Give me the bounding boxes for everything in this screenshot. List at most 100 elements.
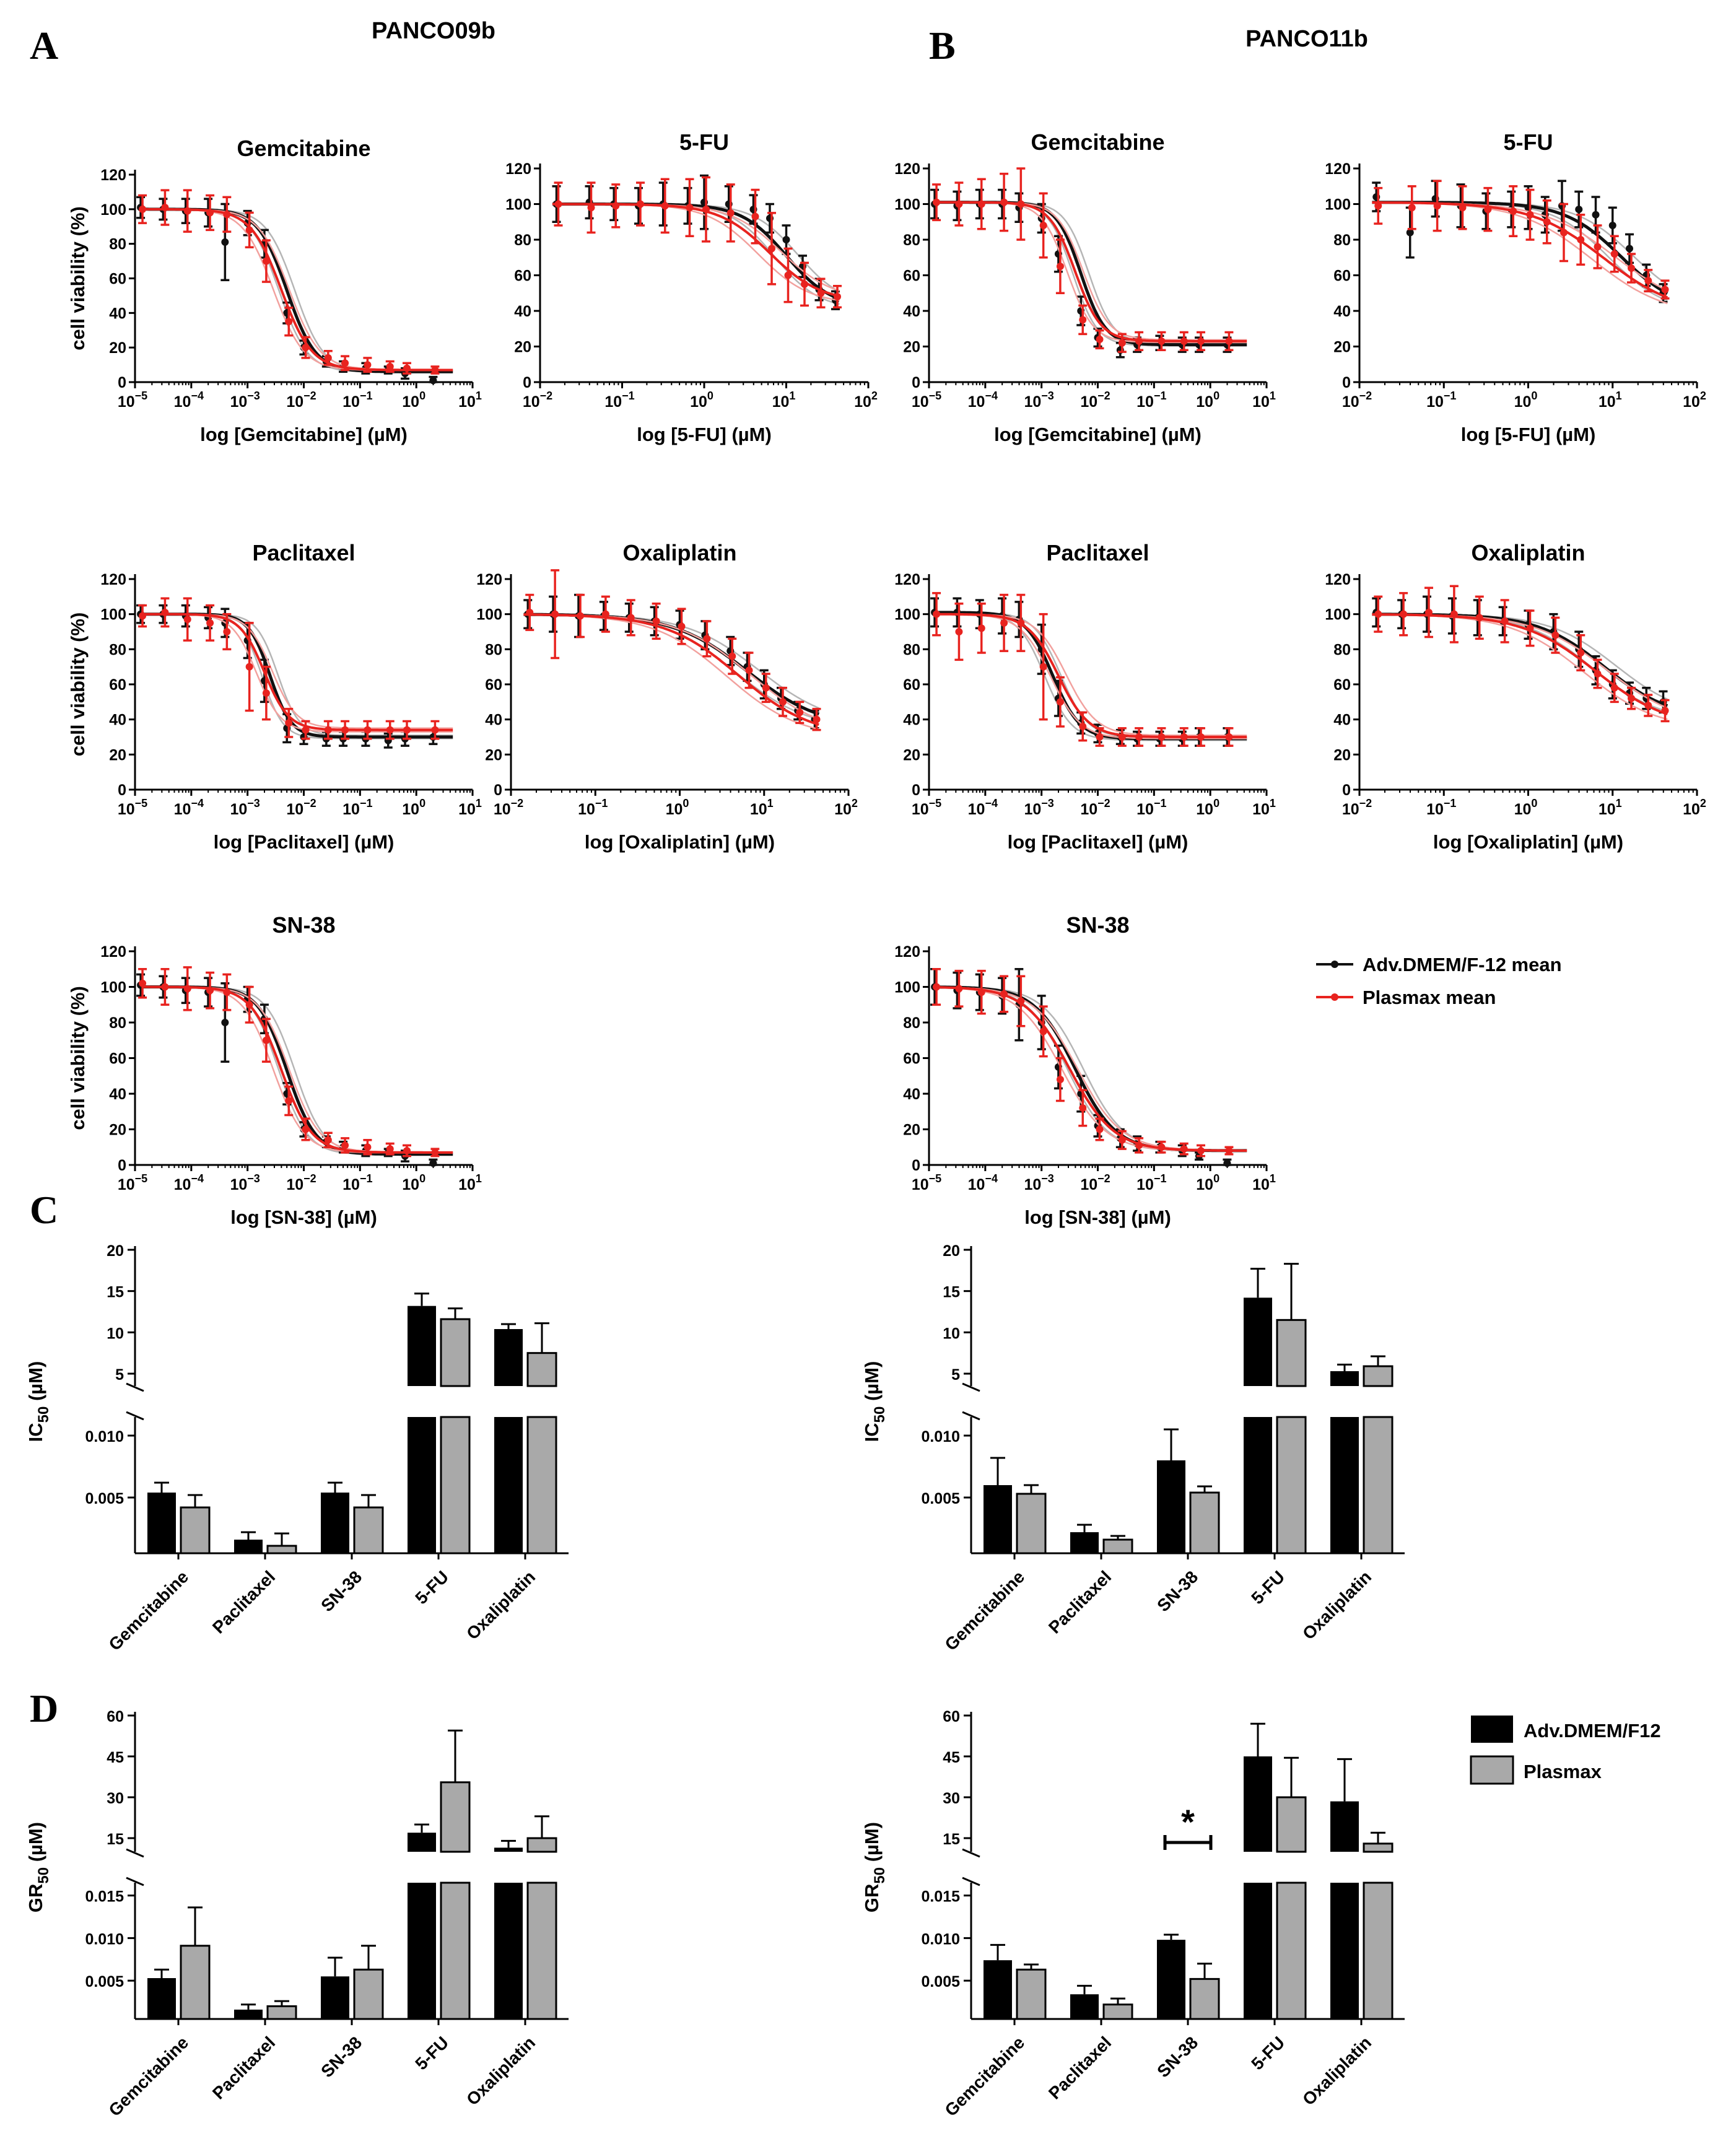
data-point [1610, 250, 1618, 258]
x-tick-exponent: 0 [1531, 390, 1537, 402]
data-point [1223, 1159, 1231, 1167]
fitted-curve [143, 613, 453, 731]
y-tick-label: 100 [894, 606, 920, 624]
x-tick-label: 101 [1252, 1172, 1276, 1193]
x-tick-label: 10−3 [1024, 1172, 1053, 1193]
y-tick-label: 40 [1333, 712, 1351, 729]
x-tick-exponent: −2 [511, 797, 524, 809]
x-tick-exponent: 0 [419, 1172, 425, 1185]
data-point [139, 612, 147, 620]
x-tick-label: 101 [458, 797, 482, 818]
data-point [1135, 733, 1143, 741]
x-tick-exponent: 1 [789, 390, 795, 402]
bar [984, 1960, 1012, 2019]
x-axis-label: log [SN-38] (µM) [230, 1206, 377, 1228]
axis-break-mark [126, 1382, 144, 1392]
y-tick-label: 0 [118, 374, 126, 391]
x-tick-label: 10−1 [342, 797, 372, 818]
bar-lower [1244, 1883, 1272, 2019]
data-point [1017, 619, 1025, 627]
curve-legend-red-marker [1331, 993, 1338, 1001]
data-point [587, 204, 595, 212]
x-tick-exponent: −4 [985, 797, 998, 809]
bar [147, 1978, 176, 2019]
bar-lower [1330, 1417, 1359, 1553]
x-axis-label: log [Gemcitabine] (µM) [994, 424, 1202, 445]
data-point [431, 1148, 439, 1156]
bar-upper [1330, 1801, 1359, 1852]
series-plasmax [1372, 585, 1670, 723]
y-tick-label: 20 [903, 746, 920, 764]
bar-lower [408, 1417, 436, 1553]
y-tick-label: 20 [109, 339, 126, 357]
data-point [1425, 608, 1433, 616]
data-point [324, 354, 332, 362]
x-tick-exponent: −5 [929, 797, 942, 809]
data-point [324, 1136, 332, 1144]
bar [1102, 2004, 1133, 2020]
y-tick-label: 0.010 [921, 1428, 960, 1445]
cell-line-title-b: PANCO11b [1245, 26, 1368, 52]
panel-title: Oxaliplatin [1471, 540, 1585, 565]
data-point [1594, 243, 1602, 251]
y-tick-label: 60 [514, 268, 531, 285]
data-point [652, 617, 660, 625]
fitted-curve [1372, 201, 1668, 299]
bar-upper [526, 1837, 557, 1853]
y-tick-label: 100 [894, 196, 920, 214]
y-tick-label: 120 [894, 571, 920, 588]
data-point [702, 206, 710, 214]
data-point [1197, 337, 1205, 345]
data-point [779, 698, 787, 706]
bar-lower [1244, 1417, 1272, 1553]
bar [1189, 1491, 1220, 1554]
x-tick-exponent: −3 [1041, 797, 1054, 809]
x-tick-exponent: −5 [135, 1172, 148, 1185]
x-tick-label: 10−1 [1136, 1172, 1166, 1193]
y-tick-label: 0 [912, 374, 920, 391]
replicate-curve [937, 986, 1247, 1152]
data-point [302, 726, 310, 734]
fitted-curve [937, 613, 1247, 738]
bar [234, 2009, 263, 2019]
series-plasmax [523, 569, 821, 731]
x-tick-exponent: 1 [1270, 797, 1276, 809]
panel-title: 5-FU [679, 129, 729, 155]
category-label: SN-38 [1153, 1567, 1202, 1615]
data-point [262, 257, 270, 265]
category-label: Gemcitabine [105, 1567, 192, 1654]
data-point [223, 988, 231, 996]
data-point [1056, 263, 1064, 271]
data-point [703, 635, 711, 643]
y-axis-label-subscript: 50 [35, 1867, 52, 1884]
x-tick-exponent: −3 [247, 390, 260, 402]
replicate-curve [143, 986, 453, 1155]
x-tick-exponent: 0 [1213, 1172, 1219, 1185]
y-tick-label: 40 [109, 305, 126, 322]
y-tick-label: 20 [109, 746, 126, 764]
category-label: SN-38 [317, 2033, 365, 2081]
data-point [1135, 1141, 1143, 1149]
bar [1189, 1977, 1220, 2020]
data-point [1475, 614, 1483, 622]
bar [1157, 1940, 1185, 2019]
x-tick-exponent: −1 [1444, 390, 1457, 402]
data-point [1374, 610, 1382, 618]
x-tick-label: 100 [1196, 797, 1219, 818]
y-tick-label: 5 [115, 1366, 124, 1384]
data-point [1096, 1125, 1104, 1133]
y-tick-label: 100 [100, 979, 126, 996]
x-axis-label: log [Oxaliplatin] (µM) [1433, 831, 1623, 853]
x-tick-exponent: 2 [871, 390, 878, 402]
data-point [1577, 649, 1585, 656]
x-tick-exponent: −2 [303, 390, 316, 402]
data-point [161, 204, 169, 212]
x-tick-label: 10−1 [1426, 797, 1456, 818]
data-point [245, 226, 253, 234]
y-axis-label: IC50 (µM) [25, 1361, 52, 1442]
